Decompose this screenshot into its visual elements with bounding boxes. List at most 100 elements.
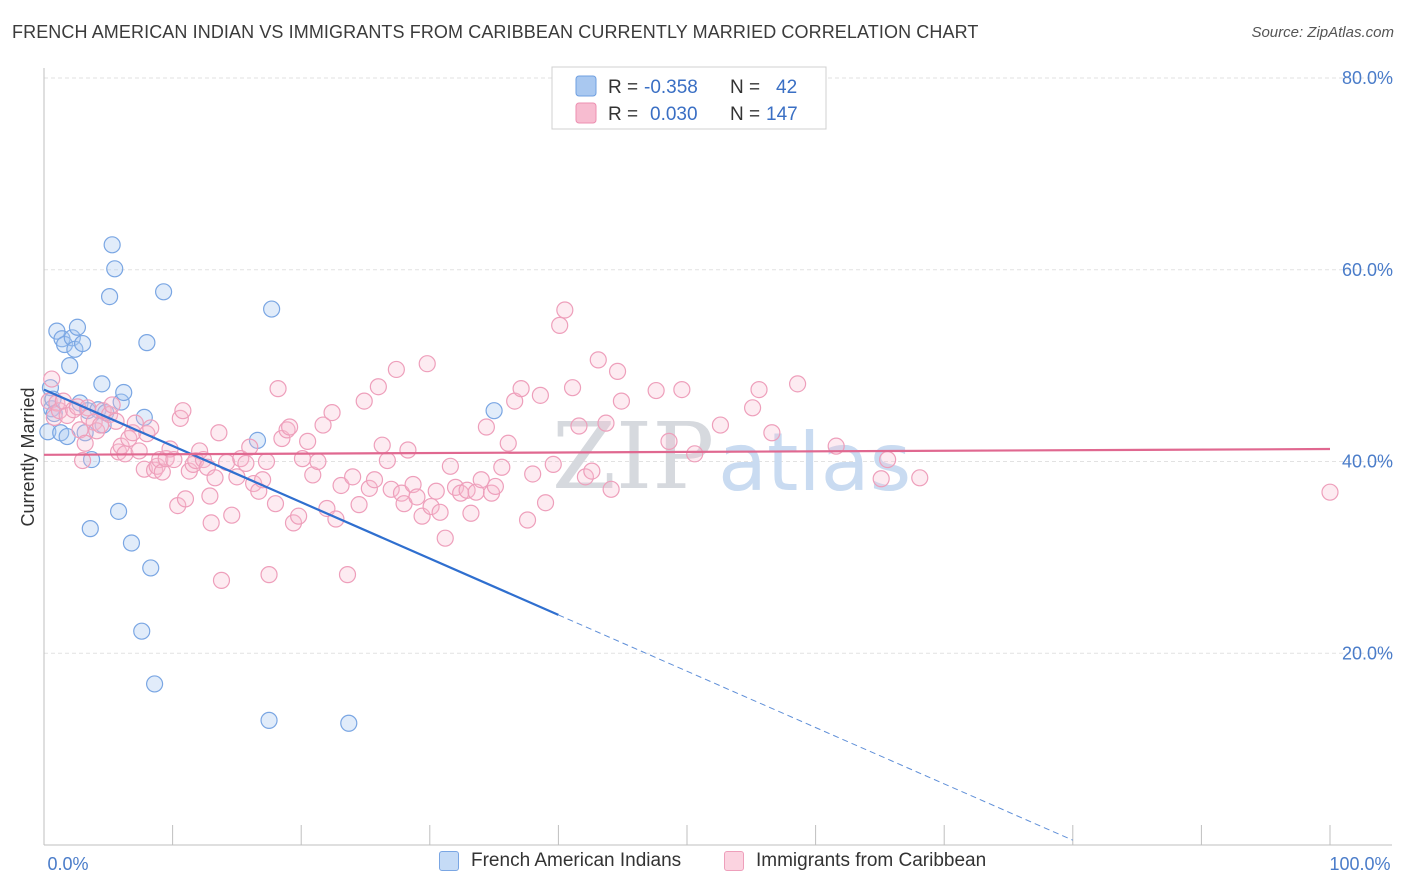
point-immigrants-from-caribbean (399, 441, 417, 459)
y-tick-label: 80.0% (1342, 68, 1393, 88)
point-immigrants-from-caribbean (260, 566, 278, 584)
bottom-legend-item-french-american-indians[interactable]: French American Indians (439, 850, 681, 872)
point-immigrants-from-caribbean (212, 571, 231, 589)
point-immigrants-from-caribbean (323, 404, 341, 422)
legend-box: R = -0.358 N = 42 R = 0.030 N = 147 (551, 66, 827, 130)
point-french-american-indians (100, 287, 119, 306)
point-immigrants-from-caribbean (486, 477, 504, 496)
point-immigrants-from-caribbean (360, 479, 378, 497)
legend-n-value-blue: 42 (776, 77, 797, 98)
point-french-american-indians (73, 334, 92, 353)
legend-n-value-pink: 147 (766, 104, 798, 125)
point-immigrants-from-caribbean (382, 480, 400, 498)
point-immigrants-from-caribbean (788, 375, 807, 393)
bottom-legend-swatch-blue (439, 851, 459, 871)
point-immigrants-from-caribbean (602, 480, 620, 498)
point-immigrants-from-caribbean (879, 450, 897, 469)
point-immigrants-from-caribbean (344, 468, 362, 486)
point-immigrants-from-caribbean (176, 490, 195, 508)
trend-line-french-american-indians (43, 388, 559, 616)
point-immigrants-from-caribbean (210, 424, 228, 442)
point-immigrants-from-caribbean (378, 451, 396, 470)
point-immigrants-from-caribbean (369, 378, 387, 396)
source-credit: Source: ZipAtlas.com (1251, 24, 1394, 41)
point-immigrants-from-caribbean (241, 438, 259, 456)
point-immigrants-from-caribbean (612, 392, 631, 410)
legend-r-label-blue: R = (608, 77, 638, 98)
point-french-american-indians (61, 357, 79, 375)
point-immigrants-from-caribbean (544, 455, 562, 473)
point-immigrants-from-caribbean (531, 386, 549, 404)
point-immigrants-from-caribbean (441, 457, 459, 475)
y-axis-label: Currently Married (18, 387, 38, 526)
point-immigrants-from-caribbean (309, 452, 327, 471)
point-french-american-indians (145, 675, 164, 693)
point-immigrants-from-caribbean (660, 432, 678, 450)
point-immigrants-from-caribbean (524, 465, 542, 483)
point-immigrants-from-caribbean (174, 402, 192, 420)
legend-r-value-blue: -0.358 (644, 77, 698, 98)
point-french-american-indians (263, 300, 281, 318)
trend-line-french-american-indians-projection (558, 614, 1074, 841)
point-immigrants-from-caribbean (647, 381, 665, 400)
bottom-legend-swatch-pink (724, 851, 744, 871)
point-immigrants-from-caribbean (278, 421, 296, 439)
bottom-legend-item-immigrants-from-caribbean[interactable]: Immigrants from Caribbean (724, 850, 986, 872)
point-immigrants-from-caribbean (257, 452, 276, 471)
point-immigrants-from-caribbean (281, 418, 299, 436)
bottom-legend-label-blue: French American Indians (471, 850, 682, 871)
y-tick-label: 40.0% (1342, 452, 1393, 472)
point-french-american-indians (485, 402, 503, 420)
point-immigrants-from-caribbean (556, 301, 574, 319)
point-immigrants-from-caribbean (673, 380, 691, 399)
point-immigrants-from-caribbean (597, 414, 615, 432)
point-immigrants-from-caribbean (477, 418, 495, 436)
point-immigrants-from-caribbean (314, 416, 332, 434)
point-french-american-indians (115, 383, 133, 402)
watermark-atlas: atlas (718, 416, 911, 509)
data-points (39, 236, 1339, 732)
trend-lines (43, 388, 1331, 841)
trend-line-immigrants-from-caribbean (43, 447, 1331, 456)
point-immigrants-from-caribbean (551, 316, 569, 334)
point-french-american-indians (106, 260, 124, 278)
point-french-american-indians (81, 520, 99, 538)
point-immigrants-from-caribbean (365, 471, 384, 489)
point-immigrants-from-caribbean (589, 351, 607, 369)
point-immigrants-from-caribbean (763, 424, 781, 442)
point-immigrants-from-caribbean (436, 529, 454, 547)
point-immigrants-from-caribbean (570, 417, 588, 435)
point-immigrants-from-caribbean (237, 454, 255, 473)
grid-lines (44, 77, 1392, 654)
point-immigrants-from-caribbean (911, 469, 929, 487)
legend-r-label-pink: R = (608, 104, 638, 125)
point-french-american-indians (340, 714, 358, 732)
point-french-american-indians (109, 502, 128, 520)
point-immigrants-from-caribbean (583, 462, 601, 480)
point-immigrants-from-caribbean (576, 468, 595, 486)
point-immigrants-from-caribbean (472, 471, 490, 489)
point-immigrants-from-caribbean (332, 476, 350, 495)
point-immigrants-from-caribbean (872, 470, 890, 488)
point-immigrants-from-caribbean (103, 396, 121, 414)
legend-swatch-blue (575, 75, 597, 97)
point-french-american-indians (154, 283, 173, 301)
point-immigrants-from-caribbean (201, 487, 219, 505)
point-french-american-indians (138, 334, 156, 352)
point-french-american-indians (39, 423, 57, 441)
legend-r-value-pink: 0.030 (650, 104, 698, 125)
point-immigrants-from-caribbean (73, 451, 92, 470)
y-tick-label: 20.0% (1342, 643, 1393, 663)
point-immigrants-from-caribbean (499, 434, 517, 452)
legend-n-label-blue: N = (730, 77, 760, 98)
point-immigrants-from-caribbean (750, 380, 768, 399)
point-immigrants-from-caribbean (493, 458, 511, 476)
tick-labels: 20.0% 40.0% 60.0% 80.0% 0.0% 100.0% (47, 68, 1393, 874)
point-immigrants-from-caribbean (686, 445, 704, 463)
point-immigrants-from-caribbean (536, 494, 555, 512)
axes (43, 68, 1392, 846)
point-immigrants-from-caribbean (711, 416, 730, 434)
point-french-american-indians (142, 559, 160, 577)
point-immigrants-from-caribbean (153, 463, 171, 481)
